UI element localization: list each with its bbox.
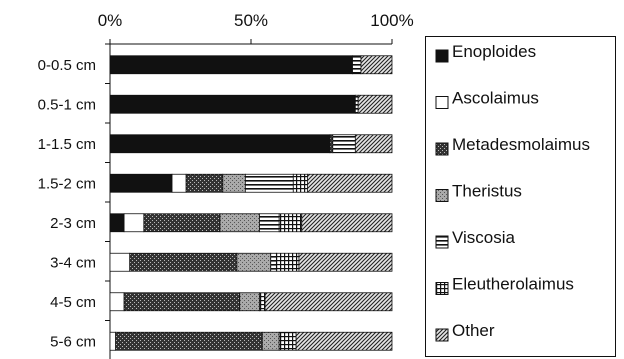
bar-segment-viscosia-1-5-2-cm <box>244 173 294 193</box>
bar-segment-eleutherolaimus-4-5-cm <box>259 292 266 312</box>
bar-segment-theristus-3-4-cm <box>236 252 272 272</box>
legend-swatch-other <box>435 328 449 342</box>
bar-segment-theristus-1-5-2-cm <box>222 173 246 193</box>
legend-label-viscosia: Viscosia <box>452 228 516 247</box>
legend-label-other: Other <box>452 321 495 340</box>
x-tick-label: 100% <box>370 11 413 30</box>
x-tick-label: 50% <box>234 11 268 30</box>
bar-segment-viscosia-0-5-1-cm <box>354 94 359 114</box>
bar-segment-viscosia-3-4-cm <box>270 252 277 272</box>
bar-segment-theristus-5-6-cm <box>261 331 280 351</box>
bar-segment-viscosia-2-3-cm <box>259 213 280 233</box>
category-label-5-6-cm: 5-6 cm <box>50 333 96 350</box>
bar-segment-other-2-3-cm <box>301 213 393 233</box>
bar-segment-enoploides-0-0-5-cm <box>109 55 353 75</box>
bars <box>109 55 393 351</box>
bar-segment-ascolaimus-1-5-2-cm <box>171 173 187 193</box>
bar-segment-enoploides-1-1-5-cm <box>109 134 331 154</box>
bar-segment-theristus-4-5-cm <box>239 292 260 312</box>
legend-label-theristus: Theristus <box>452 182 522 201</box>
bar-segment-other-3-4-cm <box>298 252 393 272</box>
bar-segment-other-4-5-cm <box>264 292 393 312</box>
category-labels: 0-0.5 cm 0.5-1 cm 1-1.5 cm 1.5-2 cm 2-3 cm 3-… <box>38 43 110 350</box>
category-label-1-1-5-cm: 1-1.5 cm <box>38 136 96 153</box>
bar-segment-eleutherolaimus-5-6-cm <box>278 331 297 351</box>
legend-label-enoploides: Enoploides <box>452 42 536 61</box>
bar-segment-ascolaimus-2-3-cm <box>123 213 145 233</box>
bar-segment-theristus-2-3-cm <box>219 213 260 233</box>
legend-swatch-ascolaimus <box>435 96 449 109</box>
legend-swatch-eleutherolaimus <box>435 282 449 295</box>
category-label-3-4-cm: 3-4 cm <box>50 254 96 271</box>
legend-frame <box>425 36 616 357</box>
bar-segment-metadesmolaimus-5-6-cm <box>115 331 263 351</box>
bar-segment-viscosia-0-0-5-cm <box>352 55 362 75</box>
bar-segment-ascolaimus-4-5-cm <box>109 292 125 312</box>
bar-segment-metadesmolaimus-4-5-cm <box>123 292 241 312</box>
legend-label-ascolaimus: Ascolaimus <box>452 89 539 108</box>
bar-segment-eleutherolaimus-2-3-cm <box>278 213 303 233</box>
bar-segment-eleutherolaimus-1-5-2-cm <box>292 173 308 193</box>
category-label-2-3-cm: 2-3 cm <box>50 215 96 232</box>
legend-label-metadesmolaimus: Metadesmolaimus <box>452 135 590 154</box>
bar-segment-other-0-0-5-cm <box>360 55 393 75</box>
category-label-4-5-cm: 4-5 cm <box>50 294 96 311</box>
x-tick-label: 0% <box>98 11 123 30</box>
bar-segment-other-0-5-1-cm <box>357 94 393 114</box>
legend-swatch-viscosia <box>435 235 449 249</box>
bar-segment-metadesmolaimus-3-4-cm <box>129 252 238 272</box>
bar-segment-metadesmolaimus-1-5-2-cm <box>185 173 224 193</box>
bar-segment-other-5-6-cm <box>295 331 393 351</box>
bar-segment-viscosia-1-1-5-cm <box>332 134 356 154</box>
bar-segment-metadesmolaimus-1-1-5-cm <box>329 134 334 154</box>
bar-segment-eleutherolaimus-3-4-cm <box>275 252 300 272</box>
bar-segment-other-1-5-2-cm <box>306 173 393 193</box>
bar-segment-ascolaimus-3-4-cm <box>109 252 131 272</box>
legend-label-eleutherolaimus: Eleutherolaimus <box>452 275 574 294</box>
bar-segment-enoploides-1-5-2-cm <box>109 173 173 193</box>
category-label-0-5-1-cm: 0.5-1 cm <box>38 96 96 113</box>
legend: Enoploides Ascolaimus Metadesmolaimus Theri… <box>425 36 616 357</box>
bar-segment-enoploides-0-5-1-cm <box>109 94 356 114</box>
legend-swatch-metadesmolaimus <box>435 142 449 156</box>
category-label-1-5-2-cm: 1.5-2 cm <box>38 175 96 192</box>
bar-segment-other-1-1-5-cm <box>354 134 393 154</box>
bar-segment-metadesmolaimus-2-3-cm <box>143 213 221 233</box>
category-label-0-0-5-cm: 0-0.5 cm <box>38 57 96 74</box>
legend-swatch-enoploides <box>435 49 449 63</box>
bar-segment-ascolaimus-5-6-cm <box>109 331 117 351</box>
legend-swatch-theristus <box>435 189 449 202</box>
bar-segment-enoploides-2-3-cm <box>109 213 125 233</box>
